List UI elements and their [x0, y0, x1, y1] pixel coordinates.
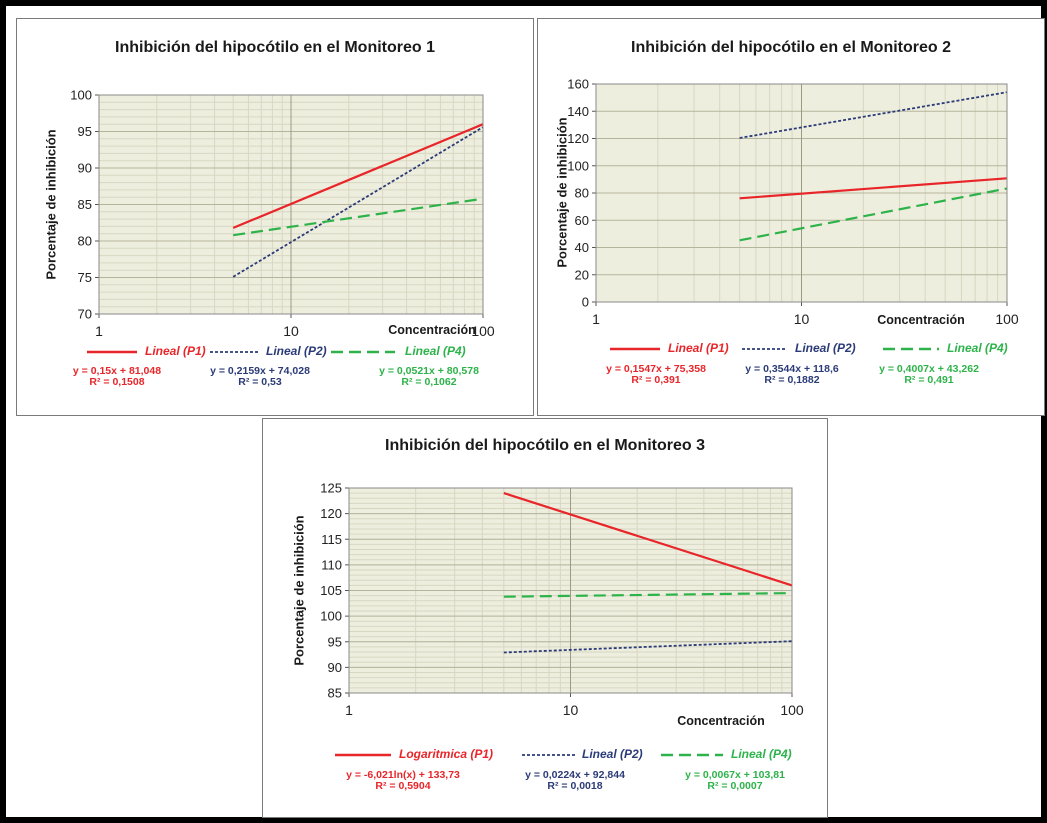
equation-text: y = 0,1547x + 75,358 [606, 363, 706, 375]
x-tick-label: 100 [471, 323, 495, 339]
chart-panel-monitoreo-1: Inhibición del hipocótilo en el Monitore… [16, 18, 534, 416]
r-squared-text: R² = 0,0007 [707, 780, 763, 792]
y-tick-label: 90 [78, 161, 92, 176]
x-axis-label: Concentración [388, 323, 476, 337]
trendline-equation: y = 0,15x + 81,048 R² = 0,1508 [32, 366, 202, 388]
y-tick-label: 100 [70, 88, 92, 103]
legend-label: Lineal (P1) [145, 344, 206, 358]
legend-label: Lineal (P2) [266, 344, 327, 358]
series-line-lineal-p2 [739, 91, 1008, 139]
trendline-equation: y = 0,0224x + 92,844 R² = 0,0018 [490, 770, 660, 792]
y-tick-label: 120 [320, 506, 342, 521]
trendline-equation: y = -6,021ln(x) + 133,73 R² = 0,5904 [318, 770, 488, 792]
equation-text: y = 0,15x + 81,048 [72, 365, 162, 377]
equation-text: y = 0,2159x + 74,028 [210, 365, 310, 377]
legend-label: Lineal (P4) [947, 341, 1008, 355]
equation-text: y = 0,0224x + 92,844 [525, 769, 625, 781]
x-tick-label: 1 [95, 323, 103, 339]
chart-title: Inhibición del hipocótilo en el Monitore… [115, 39, 435, 56]
legend-label: Lineal (P4) [405, 344, 466, 358]
r-squared-text: R² = 0,1882 [764, 374, 820, 386]
y-tick-label: 0 [582, 295, 589, 310]
r-squared-text: R² = 0,53 [238, 376, 282, 388]
series-line-lineal-p4 [739, 187, 1008, 242]
series-line-lineal-p2 [232, 126, 484, 278]
y-tick-label: 125 [320, 481, 342, 496]
chart-title: Inhibición del hipocótilo en el Monitore… [631, 39, 951, 56]
r-squared-text: R² = 0,1062 [401, 376, 457, 388]
y-tick-label: 40 [575, 240, 589, 255]
y-tick-label: 70 [78, 307, 92, 322]
y-tick-label: 80 [78, 234, 92, 249]
legend-label: Lineal (P2) [795, 341, 856, 355]
y-tick-label: 60 [575, 213, 589, 228]
y-tick-label: 100 [320, 609, 342, 624]
y-tick-label: 95 [78, 124, 92, 139]
x-tick-label: 100 [780, 702, 804, 718]
legend-label: Lineal (P4) [731, 747, 792, 761]
x-tick-label: 1 [345, 702, 353, 718]
trendline-equation: y = 0,1547x + 75,358 R² = 0,391 [571, 364, 741, 386]
trendline-equation: y = 0,4007x + 43,262 R² = 0,491 [844, 364, 1014, 386]
y-tick-label: 110 [321, 557, 342, 572]
legend-label: Logaritmica (P1) [399, 747, 494, 761]
x-axis-label: Concentración [677, 714, 765, 728]
y-tick-label: 90 [328, 660, 342, 675]
trendline-equation: y = 0,3544x + 118,6 R² = 0,1882 [707, 364, 877, 386]
y-tick-label: 80 [575, 186, 589, 201]
y-tick-label: 100 [567, 158, 589, 173]
x-axis-label: Concentración [877, 313, 965, 327]
y-tick-label: 115 [321, 532, 342, 547]
y-tick-label: 85 [328, 686, 342, 701]
chart-panel-monitoreo-2: Inhibición del hipocótilo en el Monitore… [537, 18, 1045, 416]
series-line-lineal-p1 [232, 123, 484, 229]
series-line-lineal-p2 [503, 640, 793, 654]
series-line-lineal-p4 [503, 592, 793, 598]
chart-svg: 0 20 40 60 80 100 120 140 160 1 10 100 Concentración [567, 77, 1019, 351]
trendline-equation: y = 0,0521x + 80,578 R² = 0,1062 [344, 366, 514, 388]
x-tick-label: 100 [995, 311, 1019, 327]
y-tick-label: 140 [567, 104, 589, 119]
trendline-equation: y = 0,2159x + 74,028 R² = 0,53 [175, 366, 345, 388]
r-squared-text: R² = 0,5904 [375, 780, 431, 792]
equation-text: y = 0,4007x + 43,262 [879, 363, 979, 375]
equation-text: y = 0,0521x + 80,578 [379, 365, 479, 377]
y-tick-label: 95 [328, 634, 342, 649]
trendline-equation: y = 0,0067x + 103,81 R² = 0,0007 [650, 770, 820, 792]
y-tick-label: 105 [320, 583, 342, 598]
r-squared-text: R² = 0,491 [904, 374, 954, 386]
legend-label: Lineal (P2) [582, 747, 643, 761]
x-tick-label: 1 [592, 311, 600, 327]
legend-label: Lineal (P1) [668, 341, 729, 355]
chart-title: Inhibición del hipocótilo en el Monitore… [385, 437, 705, 454]
r-squared-text: R² = 0,1508 [89, 376, 145, 388]
y-tick-label: 120 [567, 131, 589, 146]
y-tick-label: 20 [575, 267, 589, 282]
x-tick-label: 10 [563, 702, 579, 718]
r-squared-text: R² = 0,391 [631, 374, 681, 386]
chart-panel-monitoreo-3: Inhibición del hipocótilo en el Monitore… [262, 418, 828, 818]
y-tick-label: 160 [567, 77, 589, 92]
series-line-logaritmica-p1 [503, 492, 793, 587]
y-tick-label: 85 [78, 197, 92, 212]
equation-text: y = 0,0067x + 103,81 [685, 769, 785, 781]
series-line-lineal-p1 [739, 177, 1008, 200]
y-tick-label: 75 [78, 270, 92, 285]
r-squared-text: R² = 0,0018 [547, 780, 603, 792]
x-tick-label: 10 [283, 323, 299, 339]
equation-text: y = -6,021ln(x) + 133,73 [346, 769, 460, 781]
equation-text: y = 0,3544x + 118,6 [745, 363, 839, 375]
series-line-lineal-p4 [233, 197, 484, 237]
x-tick-label: 10 [794, 311, 810, 327]
